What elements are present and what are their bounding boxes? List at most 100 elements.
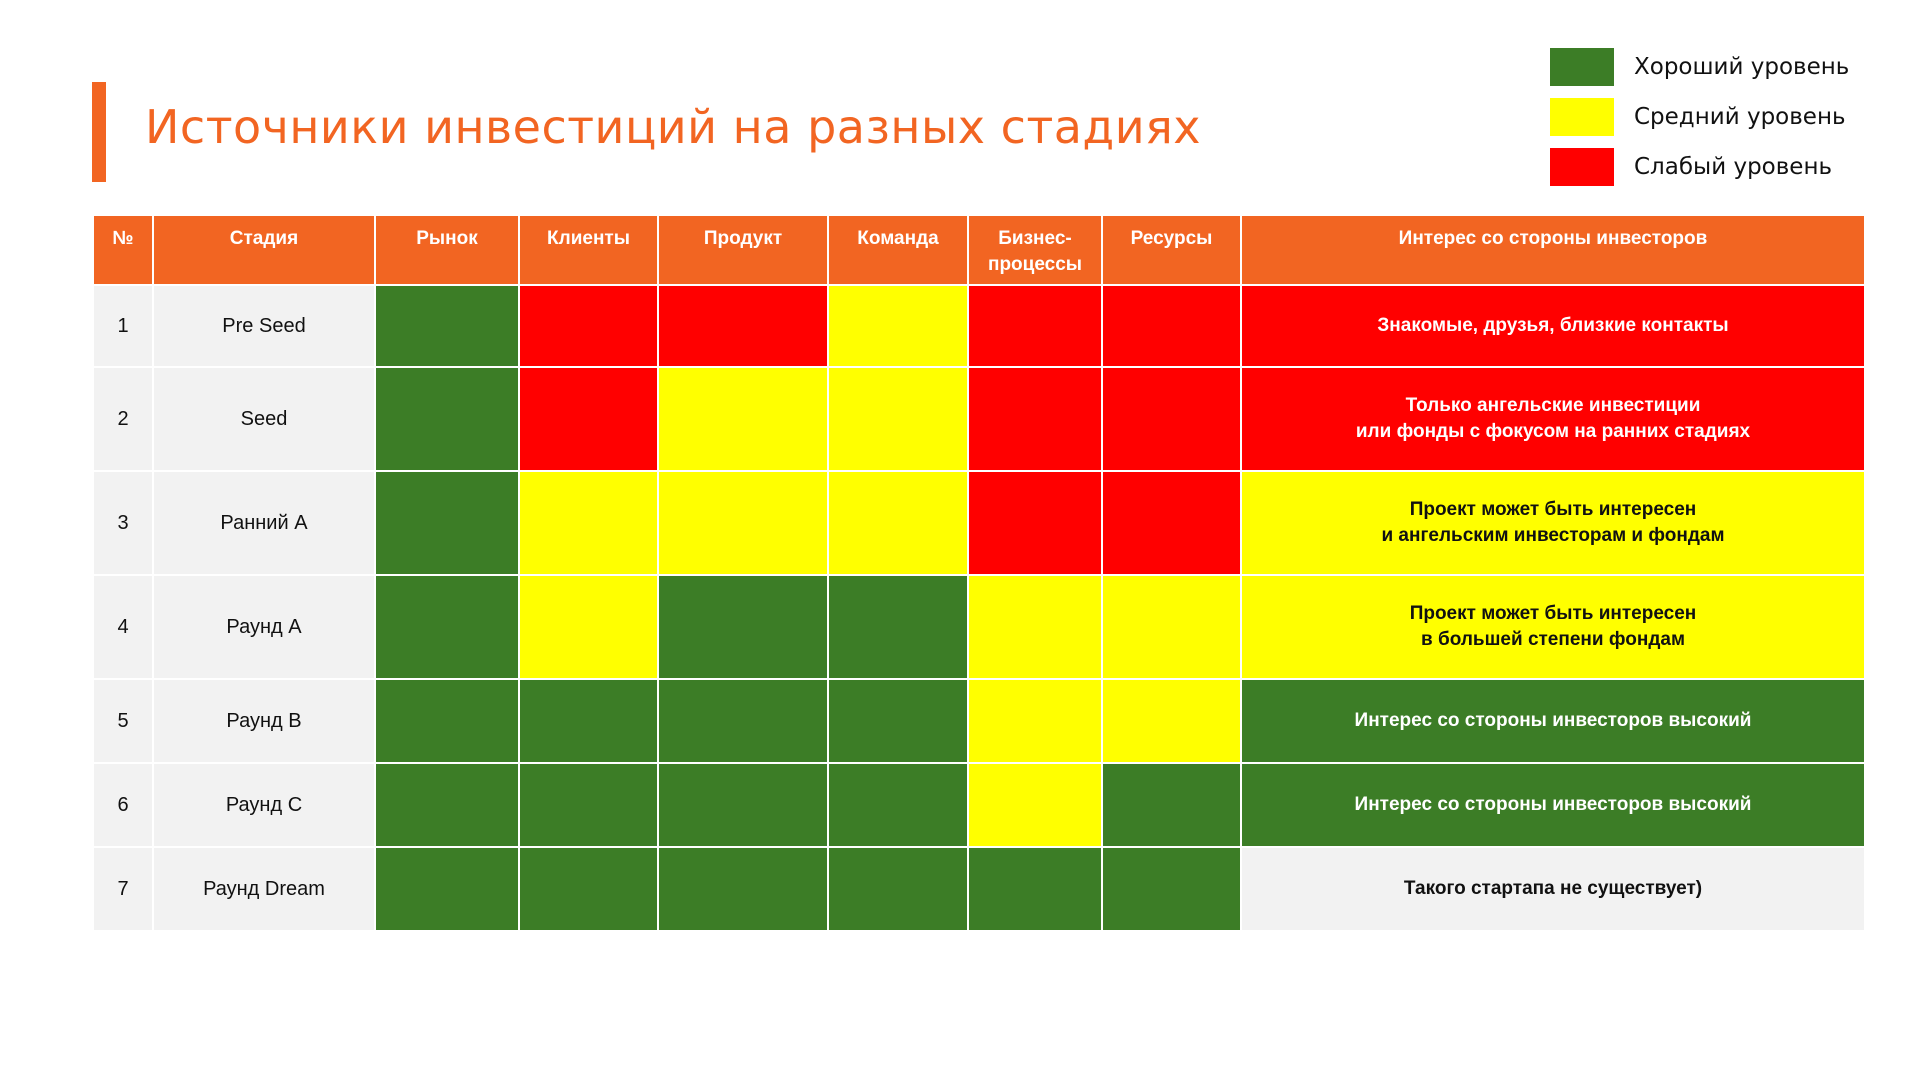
header-interest: Интерес со стороны инвесторов <box>1240 214 1866 286</box>
row-stage: Раунд Dream <box>152 846 376 932</box>
row-number: 2 <box>92 366 154 472</box>
title-accent-bar <box>92 82 106 182</box>
interest-line: Проект может быть интересен <box>1409 603 1697 624</box>
row-stage: Seed <box>152 366 376 472</box>
row-interest: Проект может быть интересен в большей сте… <box>1240 574 1866 680</box>
header-resources: Ресурсы <box>1101 214 1242 286</box>
level-cell-product <box>657 470 829 576</box>
interest-line: Только ангельские инвестиции <box>1405 395 1701 416</box>
interest-line: Такого стартапа не существует) <box>1403 878 1703 899</box>
table-row: 1 Pre Seed Знакомые, друзья, близкие конта… <box>92 284 1866 368</box>
level-cell-business-processes <box>967 366 1103 472</box>
row-interest: Интерес со стороны инвесторов высокий <box>1240 762 1866 848</box>
level-cell-resources <box>1101 284 1242 368</box>
interest-line: Интерес со стороны инвесторов высокий <box>1354 794 1752 815</box>
row-stage: Ранний А <box>152 470 376 576</box>
level-cell-market <box>374 762 520 848</box>
level-cell-resources <box>1101 678 1242 764</box>
header-clients: Клиенты <box>518 214 659 286</box>
interest-line: Проект может быть интересен <box>1409 499 1697 520</box>
header-business-line2: процессы <box>987 254 1083 275</box>
table-body: 1 Pre Seed Знакомые, друзья, близкие конта… <box>92 284 1866 932</box>
header-stage: Стадия <box>152 214 376 286</box>
level-cell-team <box>827 284 969 368</box>
level-cell-business-processes <box>967 678 1103 764</box>
level-cell-resources <box>1101 762 1242 848</box>
legend-item-mid: Средний уровень <box>1550 92 1890 142</box>
stages-table: № Стадия Рынок Клиенты Продукт Команда Б… <box>92 214 1866 932</box>
level-cell-resources <box>1101 846 1242 932</box>
table-row: 6 Раунд С Интерес со стороны инвесторов вы… <box>92 762 1866 848</box>
level-cell-team <box>827 678 969 764</box>
level-cell-clients <box>518 846 659 932</box>
interest-line: Знакомые, друзья, близкие контакты <box>1377 315 1729 336</box>
table-header-row: № Стадия Рынок Клиенты Продукт Команда Б… <box>92 214 1866 286</box>
row-stage: Раунд С <box>152 762 376 848</box>
row-stage: Раунд B <box>152 678 376 764</box>
table-row: 4 Раунд А Проект может быть интересен в бол… <box>92 574 1866 680</box>
level-cell-team <box>827 762 969 848</box>
legend-swatch-good <box>1550 48 1614 86</box>
level-cell-clients <box>518 678 659 764</box>
row-stage: Pre Seed <box>152 284 376 368</box>
header-market: Рынок <box>374 214 520 286</box>
row-interest: Такого стартапа не существует) <box>1240 846 1866 932</box>
legend-item-good: Хороший уровень <box>1550 42 1890 92</box>
legend-item-weak: Слабый уровень <box>1550 142 1890 192</box>
legend-label-mid: Средний уровень <box>1634 104 1846 130</box>
level-cell-team <box>827 470 969 576</box>
row-number: 3 <box>92 470 154 576</box>
interest-line: и ангельским инвесторам и фондам <box>1381 525 1725 546</box>
page-title: Источники инвестиций на разных стадиях <box>145 100 1202 154</box>
level-cell-market <box>374 678 520 764</box>
level-cell-clients <box>518 762 659 848</box>
level-cell-clients <box>518 574 659 680</box>
header-team: Команда <box>827 214 969 286</box>
legend-swatch-mid <box>1550 98 1614 136</box>
level-cell-business-processes <box>967 284 1103 368</box>
row-number: 7 <box>92 846 154 932</box>
header-business-processes: Бизнес- процессы <box>967 214 1103 286</box>
row-number: 6 <box>92 762 154 848</box>
header-num: № <box>92 214 154 286</box>
level-cell-team <box>827 366 969 472</box>
level-cell-product <box>657 366 829 472</box>
row-stage: Раунд А <box>152 574 376 680</box>
level-cell-market <box>374 846 520 932</box>
row-interest: Интерес со стороны инвесторов высокий <box>1240 678 1866 764</box>
header-product: Продукт <box>657 214 829 286</box>
level-cell-market <box>374 284 520 368</box>
table-row: 5 Раунд B Интерес со стороны инвесторов вы… <box>92 678 1866 764</box>
level-cell-market <box>374 470 520 576</box>
level-cell-product <box>657 846 829 932</box>
level-cell-market <box>374 574 520 680</box>
header-business-line1: Бизнес- <box>998 228 1072 249</box>
level-cell-resources <box>1101 470 1242 576</box>
level-cell-team <box>827 574 969 680</box>
level-cell-team <box>827 846 969 932</box>
row-number: 4 <box>92 574 154 680</box>
interest-line: Интерес со стороны инвесторов высокий <box>1354 710 1752 731</box>
row-interest: Знакомые, друзья, близкие контакты <box>1240 284 1866 368</box>
interest-line: в большей степени фондам <box>1421 629 1685 650</box>
level-cell-clients <box>518 366 659 472</box>
level-cell-product <box>657 678 829 764</box>
level-cell-business-processes <box>967 470 1103 576</box>
level-cell-product <box>657 762 829 848</box>
legend: Хороший уровень Средний уровень Слабый у… <box>1550 42 1890 192</box>
level-cell-product <box>657 574 829 680</box>
table-row: 2 Seed Только ангельские инвестиции или фон… <box>92 366 1866 472</box>
row-number: 1 <box>92 284 154 368</box>
level-cell-clients <box>518 284 659 368</box>
legend-label-good: Хороший уровень <box>1634 54 1850 80</box>
legend-swatch-weak <box>1550 148 1614 186</box>
level-cell-resources <box>1101 574 1242 680</box>
level-cell-product <box>657 284 829 368</box>
level-cell-market <box>374 366 520 472</box>
table-row: 3 Ранний А Проект может быть интересен и ан… <box>92 470 1866 576</box>
row-interest: Проект может быть интересен и ангельским … <box>1240 470 1866 576</box>
level-cell-clients <box>518 470 659 576</box>
table-row: 7 Раунд Dream Такого стартапа не существуе… <box>92 846 1866 932</box>
level-cell-business-processes <box>967 846 1103 932</box>
interest-line: или фонды с фокусом на ранних стадиях <box>1355 421 1751 442</box>
